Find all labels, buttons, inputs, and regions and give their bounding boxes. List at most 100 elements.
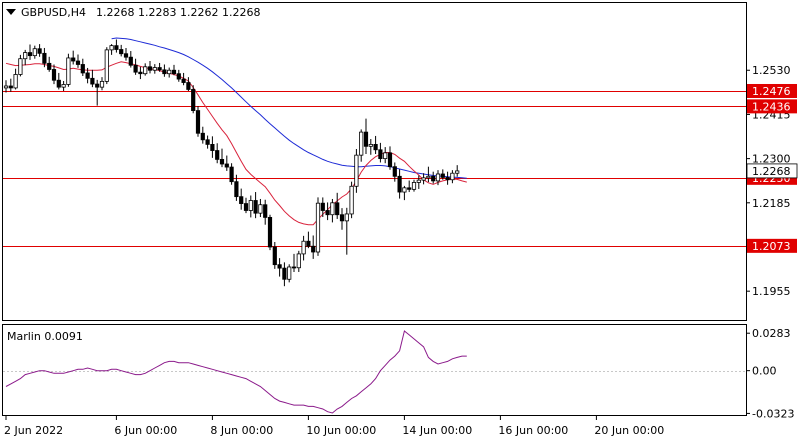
candle — [387, 146, 393, 170]
candle-body — [248, 200, 253, 211]
y-tick-label: 1.1955 — [752, 285, 791, 298]
candle — [51, 64, 57, 85]
candle-body — [431, 175, 436, 182]
candle-body — [133, 64, 138, 73]
candle-body — [234, 181, 239, 198]
candle-body — [47, 62, 52, 70]
candle — [431, 171, 436, 184]
candle-body — [277, 264, 282, 269]
candle-body — [13, 74, 18, 89]
candle — [186, 77, 191, 91]
x-tick-label: 6 Jun 00:00 — [114, 424, 177, 437]
candle — [349, 181, 354, 219]
candle-body — [71, 57, 76, 62]
candle-body — [176, 73, 181, 80]
candle — [37, 44, 42, 57]
candle — [99, 77, 105, 91]
candle-body — [426, 175, 431, 179]
candle-body — [128, 56, 133, 66]
candle — [56, 72, 61, 90]
candle — [143, 63, 148, 76]
candle-body — [8, 85, 13, 89]
candle-body — [272, 246, 277, 266]
osc-y-tick-label: 0.00 — [752, 365, 777, 378]
candle-body — [224, 163, 229, 168]
candle-body — [402, 187, 407, 193]
candle-body — [435, 173, 441, 182]
candle — [282, 262, 287, 287]
level-badge — [747, 83, 797, 98]
candle-body — [301, 240, 306, 255]
candle — [27, 44, 33, 60]
candle-body — [147, 66, 153, 71]
candle-body — [186, 82, 191, 90]
axes: 1.25301.24151.23001.21851.19551.24761.24… — [4, 64, 798, 437]
main-plot — [3, 37, 746, 287]
candle-body — [311, 245, 316, 253]
candle-body — [162, 69, 167, 75]
candle-body — [32, 48, 37, 57]
candle-body — [114, 45, 119, 50]
candle — [66, 53, 71, 87]
candle-body — [200, 132, 205, 141]
candle — [330, 198, 335, 223]
candle — [277, 258, 282, 277]
candle — [80, 58, 85, 77]
candle — [61, 81, 66, 91]
candle — [71, 50, 76, 65]
ma-slow-line — [111, 37, 467, 179]
candle-body — [373, 144, 378, 151]
candle — [181, 72, 186, 86]
candle-body — [42, 52, 47, 64]
candle — [311, 235, 316, 259]
candle-body — [109, 45, 114, 51]
candle-body — [56, 79, 61, 88]
candle — [306, 231, 311, 249]
candle-body — [296, 253, 301, 269]
candle — [287, 264, 292, 283]
candle — [426, 166, 431, 183]
candle — [416, 175, 421, 189]
candle — [195, 105, 201, 137]
candle — [171, 64, 177, 76]
candle — [301, 235, 306, 261]
candle — [435, 170, 441, 186]
y-tick-label: 1.2530 — [752, 64, 791, 77]
candle — [344, 207, 349, 255]
candle-body — [229, 166, 234, 183]
level-badge — [747, 99, 797, 114]
candle — [147, 61, 153, 74]
chevron-down-icon[interactable] — [6, 9, 16, 15]
candle — [229, 163, 234, 185]
ohlc-readout: 1.2268 1.2283 1.2262 1.2268 — [96, 6, 260, 19]
candle-body — [90, 77, 95, 85]
x-tick-label: 10 Jun 00:00 — [306, 424, 376, 437]
level-badge-label: 1.2073 — [752, 240, 791, 253]
x-tick-label: 8 Jun 00:00 — [210, 424, 273, 437]
candle — [191, 85, 196, 114]
candle — [109, 44, 114, 55]
candle — [95, 79, 100, 106]
candle — [13, 68, 18, 90]
candle — [267, 214, 273, 251]
candle-body — [359, 131, 364, 156]
level-badge-label: 1.2436 — [752, 100, 791, 113]
x-tick-label: 20 Jun 00:00 — [594, 424, 664, 437]
osc-y-tick-label: 0.0283 — [752, 327, 791, 340]
candle-body — [66, 57, 71, 85]
candle-body — [455, 170, 460, 174]
candle — [75, 54, 81, 68]
candle-body — [349, 185, 354, 215]
candle-body — [368, 144, 373, 147]
candle-body — [37, 48, 42, 54]
candle-body — [363, 131, 369, 147]
candle-body — [330, 202, 335, 216]
candle-body — [123, 53, 129, 58]
candle-body — [23, 52, 28, 60]
candle-body — [243, 203, 249, 211]
candle — [90, 69, 95, 88]
candle — [320, 197, 325, 218]
candle-body — [445, 177, 450, 181]
candle — [354, 149, 359, 193]
